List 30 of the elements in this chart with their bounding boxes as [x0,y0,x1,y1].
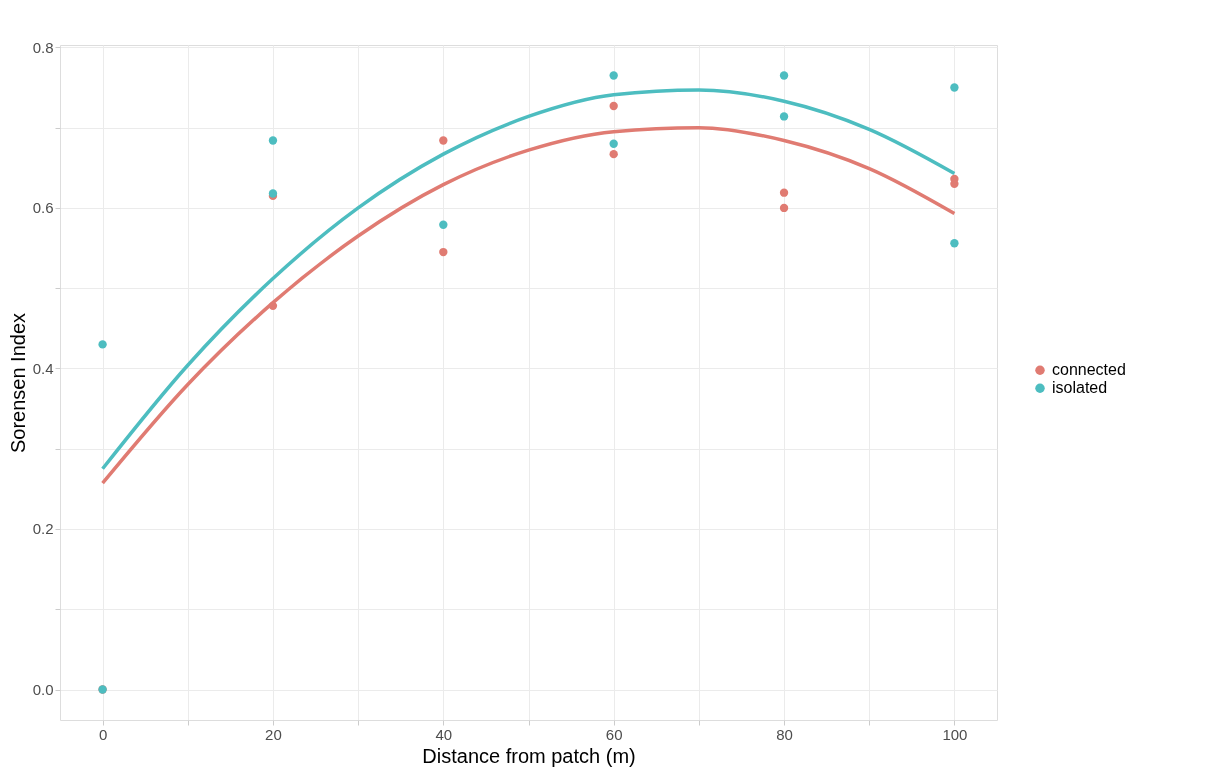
y-tick-label: 0.2 [32,520,54,538]
x-tick-label: 60 [605,725,623,743]
point [609,149,618,159]
y-tick-label: 0.6 [32,199,54,217]
point [950,83,959,92]
x-tick-label: 20 [265,725,282,743]
point [268,136,278,145]
y-tick-label: 0.0 [32,681,54,698]
point [779,112,789,121]
y-axis-title: Sorensen Index [6,312,29,454]
y-tick-label: 0.4 [32,359,54,377]
x-axis-title: Distance from patch (m) [422,744,636,767]
point [609,101,618,111]
x-tick-label: 100 [942,725,968,743]
legend-label: connected [1052,361,1126,379]
point [98,340,107,349]
x-tick-label: 40 [435,725,453,743]
x-tick-label: 0 [98,725,108,743]
point [950,239,959,248]
point [609,139,618,148]
point [609,71,618,80]
legend-label: isolated [1052,379,1108,397]
y-tick-label: 0.8 [32,38,54,56]
point [779,203,789,213]
point [779,71,789,80]
x-tick-label: 80 [776,725,793,743]
point [439,247,448,257]
point [439,220,448,229]
point [439,136,448,145]
point [779,188,789,197]
